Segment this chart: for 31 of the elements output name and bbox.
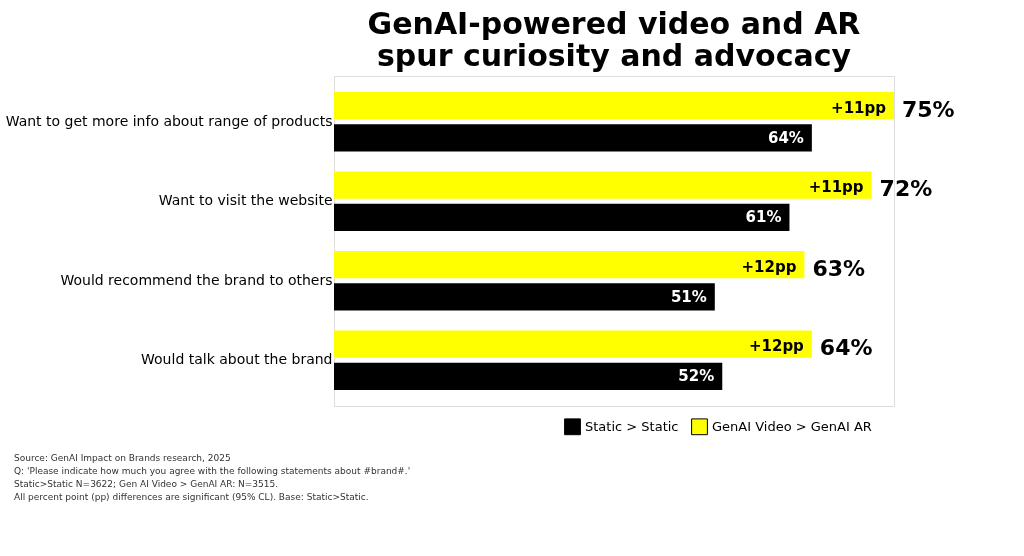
bar [334, 250, 805, 279]
bar [334, 124, 812, 152]
text: All percent point (pp) differences are significant (95% CL). Base: Static>Static. [14, 492, 369, 502]
data-label: 61% [745, 208, 782, 227]
legend-label: Static > Static [585, 418, 679, 434]
bar [334, 91, 894, 120]
annotation: 63% [812, 255, 866, 281]
y-tick-label: Want to get more info about range of products [5, 112, 333, 129]
chart-title: GenAI-powered video and AR spur curiosity and advocacy [367, 6, 861, 73]
annotation: +12pp [748, 337, 805, 356]
data-label: 51% [670, 287, 707, 306]
annotation: +11pp [831, 98, 887, 117]
bar [334, 283, 715, 311]
annotation: +11pp [808, 178, 864, 197]
bar [334, 171, 872, 199]
text: Q: 'Please indicate how much you agree with the following statements about #brand#.' [14, 466, 411, 476]
y-tick-label: Would recommend the brand to others [60, 271, 333, 288]
annotation: 72% [879, 176, 933, 202]
annotation: +12pp [741, 257, 797, 276]
annotation: 64% [819, 335, 873, 361]
legend-label: GenAI Video > GenAI AR [712, 418, 872, 434]
y-tick-label: Want to visit the website [158, 192, 333, 209]
annotation: 75% [902, 96, 955, 122]
bar [334, 362, 723, 391]
source-note: Source: GenAI Impact on Brands research, 2025 [14, 453, 231, 463]
data-label: 52% [678, 367, 715, 386]
text: Static>Static N=3622; Gen AI Video > GenAI AR: N=3515. [14, 479, 279, 489]
y-tick-label: Would talk about the brand [141, 351, 333, 368]
bar [334, 203, 790, 232]
bar [334, 330, 812, 358]
data-label: 64% [767, 128, 804, 147]
